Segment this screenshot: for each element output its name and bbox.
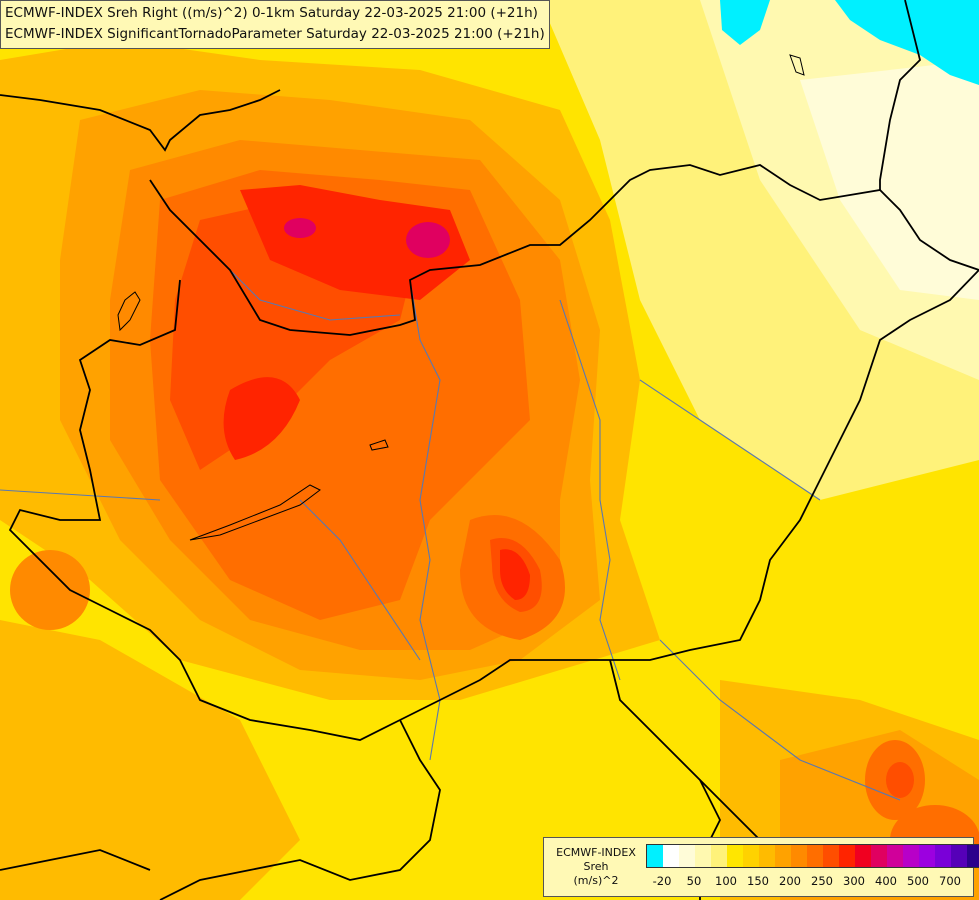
water-areas bbox=[720, 0, 979, 85]
legend-tick: -20 bbox=[652, 874, 672, 888]
legend-swatch bbox=[807, 845, 823, 867]
legend-tick: 400 bbox=[875, 874, 897, 888]
legend-swatches bbox=[646, 844, 979, 868]
map-title-sreh: ECMWF-INDEX Sreh Right ((m/s)^2) 0-1km S… bbox=[5, 5, 538, 21]
legend-tick: 150 bbox=[747, 874, 769, 888]
legend-swatch bbox=[743, 845, 759, 867]
legend-swatch bbox=[935, 845, 951, 867]
legend-tick: 300 bbox=[843, 874, 865, 888]
legend-swatch bbox=[967, 845, 979, 867]
legend-swatch bbox=[839, 845, 855, 867]
legend-swatch bbox=[679, 845, 695, 867]
legend-swatch bbox=[695, 845, 711, 867]
legend-tick: 200 bbox=[779, 874, 801, 888]
legend-swatch bbox=[727, 845, 743, 867]
legend-swatch bbox=[919, 845, 935, 867]
legend-swatch bbox=[823, 845, 839, 867]
legend-tick: 100 bbox=[715, 874, 737, 888]
legend-swatch bbox=[711, 845, 727, 867]
map-title-box: ECMWF-INDEX Sreh Right ((m/s)^2) 0-1km S… bbox=[0, 0, 550, 49]
legend-unit: (m/s)^2 bbox=[573, 874, 619, 887]
legend-swatch bbox=[871, 845, 887, 867]
legend-parameter: Sreh bbox=[583, 860, 609, 873]
legend-swatch bbox=[791, 845, 807, 867]
legend-ticks: -20 50 100 150 200 250 300 400 500 700 bbox=[646, 874, 966, 888]
legend-swatch bbox=[759, 845, 775, 867]
color-legend: ECMWF-INDEX Sreh (m/s)^2 -20 50 100 150 200 2… bbox=[543, 837, 979, 897]
legend-tick: 50 bbox=[686, 874, 702, 888]
legend-swatch bbox=[887, 845, 903, 867]
legend-swatch bbox=[951, 845, 967, 867]
lakes bbox=[117, 54, 805, 541]
legend-tick: 500 bbox=[907, 874, 929, 888]
map-title-stp: ECMWF-INDEX SignificantTornadoParameter … bbox=[5, 26, 545, 42]
legend-swatch bbox=[647, 845, 663, 867]
legend-tick: 700 bbox=[939, 874, 961, 888]
legend-swatch bbox=[903, 845, 919, 867]
legend-model: ECMWF-INDEX bbox=[556, 846, 636, 859]
legend-swatch bbox=[663, 845, 679, 867]
legend-swatch bbox=[775, 845, 791, 867]
legend-label: ECMWF-INDEX Sreh (m/s)^2 bbox=[548, 846, 644, 888]
legend-swatch bbox=[855, 845, 871, 867]
legend-tick: 250 bbox=[811, 874, 833, 888]
